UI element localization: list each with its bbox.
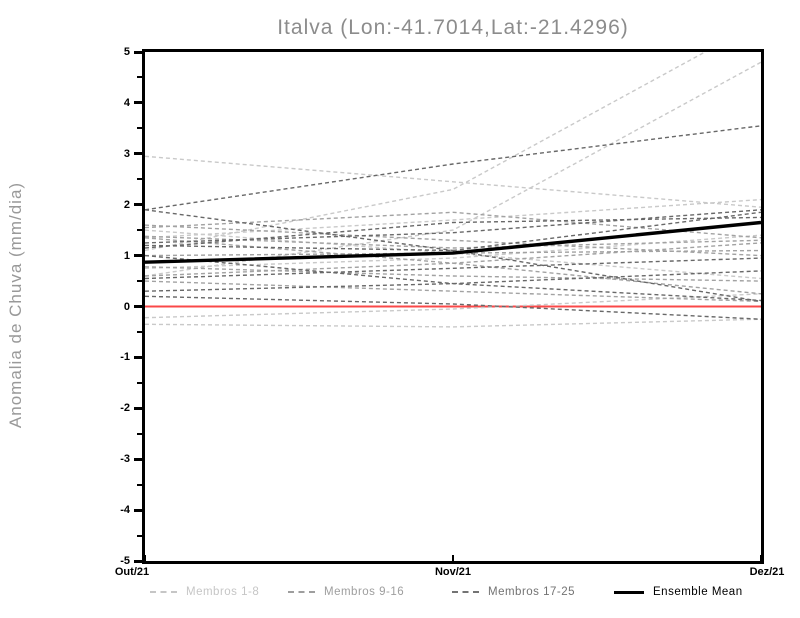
member-line-membro-20 <box>145 211 761 252</box>
member-line-membro-21 <box>145 216 761 249</box>
legend-item-membros-9-16: Membros 9-16 <box>288 584 404 600</box>
y-major-tick <box>134 355 142 359</box>
y-minor-tick <box>137 229 142 232</box>
y-tick-label: 2 <box>123 198 130 211</box>
legend-label: Membros 9-16 <box>324 586 405 598</box>
y-major-tick <box>134 406 142 410</box>
member-line-membro-1 <box>145 155 761 208</box>
member-line-membro-25 <box>145 257 761 280</box>
member-line-membro-2 <box>145 52 707 252</box>
y-major-tick <box>134 101 142 105</box>
y-major-tick <box>134 508 142 512</box>
member-line-membro-15 <box>145 280 761 303</box>
member-line-membro-5 <box>145 198 761 239</box>
y-tick-label: 3 <box>123 147 130 160</box>
legend-label: Membros 1-8 <box>186 586 260 598</box>
y-minor-tick <box>137 534 142 537</box>
legend-item-membros-1-8: Membros 1-8 <box>150 584 259 600</box>
y-tick-label: -4 <box>120 504 130 517</box>
chart-title: Italva (Lon:-41.7014,Lat:-21.4296) <box>277 16 629 39</box>
y-minor-tick <box>137 178 142 181</box>
member-line-membro-19 <box>145 209 761 244</box>
y-major-tick <box>134 559 142 563</box>
solid-line-swatch-icon <box>614 590 644 594</box>
dashed-line-swatch-icon <box>150 591 177 593</box>
member-line-membro-3 <box>145 61 761 277</box>
y-major-tick <box>134 305 142 308</box>
legend-label: Membros 17-25 <box>488 586 576 598</box>
y-tick-label: 4 <box>123 96 130 109</box>
y-tick-label: -3 <box>120 453 130 466</box>
x-tick <box>452 555 454 561</box>
y-minor-tick <box>137 127 142 130</box>
member-line-membro-8 <box>145 318 761 328</box>
y-minor-tick <box>137 381 142 384</box>
legend: Membros 1-8 Membros 9-16 Membros 17-25 E… <box>0 584 800 604</box>
member-line-membro-24 <box>145 295 761 320</box>
y-major-tick <box>134 254 142 258</box>
y-minor-tick <box>137 483 142 486</box>
y-major-tick <box>134 457 142 461</box>
ensemble-lines-plot <box>145 52 761 328</box>
member-line-membro-13 <box>145 266 761 282</box>
x-tick <box>144 555 146 561</box>
member-line-membro-23 <box>145 254 761 302</box>
legend-item-ensemble-mean: Ensemble Mean <box>614 584 743 600</box>
y-tick-label: -5 <box>120 555 130 567</box>
x-tick-label: Nov/21 <box>434 566 472 578</box>
member-line-membro-17 <box>145 125 761 211</box>
y-tick-label: 5 <box>123 46 130 58</box>
plot-area <box>142 49 764 564</box>
y-tick-label: 1 <box>123 249 130 262</box>
x-tick-label: Out/21 <box>114 566 150 578</box>
member-line-membro-14 <box>145 242 761 277</box>
legend-label: Ensemble Mean <box>653 586 743 598</box>
member-line-membro-22 <box>145 270 761 292</box>
y-axis-label: Anomalia de Chuva (mm/dia) <box>6 181 25 429</box>
y-major-tick <box>134 203 142 207</box>
x-tick <box>760 555 762 561</box>
y-minor-tick <box>137 330 142 333</box>
x-tick-label: Dez/21 <box>749 566 785 578</box>
y-tick-label: -1 <box>120 351 130 364</box>
y-major-tick <box>134 152 142 156</box>
y-minor-tick <box>137 76 142 79</box>
dashed-line-swatch-icon <box>452 591 479 593</box>
dashed-line-swatch-icon <box>288 591 315 593</box>
member-line-membro-10 <box>145 235 761 249</box>
y-tick-label: -2 <box>120 402 130 415</box>
y-minor-tick <box>137 432 142 435</box>
member-line-membro-7 <box>145 293 761 319</box>
y-major-tick <box>134 50 142 54</box>
legend-item-membros-17-25: Membros 17-25 <box>452 584 575 600</box>
ensemble-mean-line <box>145 220 761 264</box>
member-line-membro-9 <box>145 224 761 257</box>
y-minor-tick <box>137 280 142 283</box>
member-line-membro-16 <box>145 211 761 239</box>
y-tick-label: 0 <box>123 300 130 313</box>
